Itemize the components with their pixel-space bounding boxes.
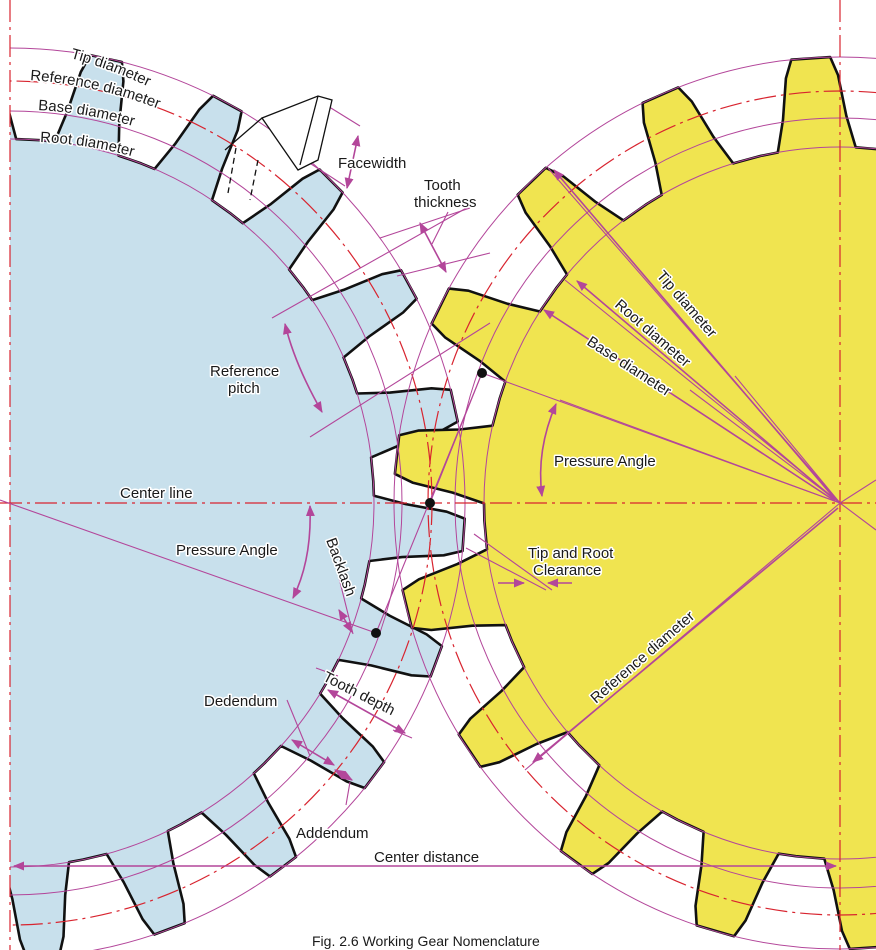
tip-root-clearance-label-1: Tip and Root [528, 545, 614, 562]
pressure-angle-right-label: Pressure Angle [554, 453, 656, 470]
tooth-thickness-label-1: Tooth [424, 177, 461, 194]
figure-caption: Fig. 2.6 Working Gear Nomenclature [312, 933, 540, 949]
tooth-thickness-label-2: thickness [414, 194, 477, 211]
center-distance-label: Center distance [374, 849, 479, 866]
driving-gear [10, 53, 466, 950]
facewidth-label: Facewidth [338, 155, 406, 172]
contact-points [371, 368, 487, 638]
center-line-label: Center line [120, 485, 193, 502]
reference-pitch-label-2: pitch [228, 380, 260, 397]
reference-pitch-label-1: Reference [210, 363, 279, 380]
contact-point-top [477, 368, 487, 378]
tip-root-clearance-label-2: Clearance [533, 562, 601, 579]
pitch-point [425, 498, 435, 508]
pressure-angle-left-label: Pressure Angle [176, 542, 278, 559]
addendum-label: Addendum [296, 825, 369, 842]
dedendum-label: Dedendum [204, 693, 277, 710]
dimension-arrows [12, 134, 839, 871]
contact-point-bottom [371, 628, 381, 638]
facewidth-tooth-sketch [224, 95, 333, 201]
reference-circle [10, 138, 375, 868]
